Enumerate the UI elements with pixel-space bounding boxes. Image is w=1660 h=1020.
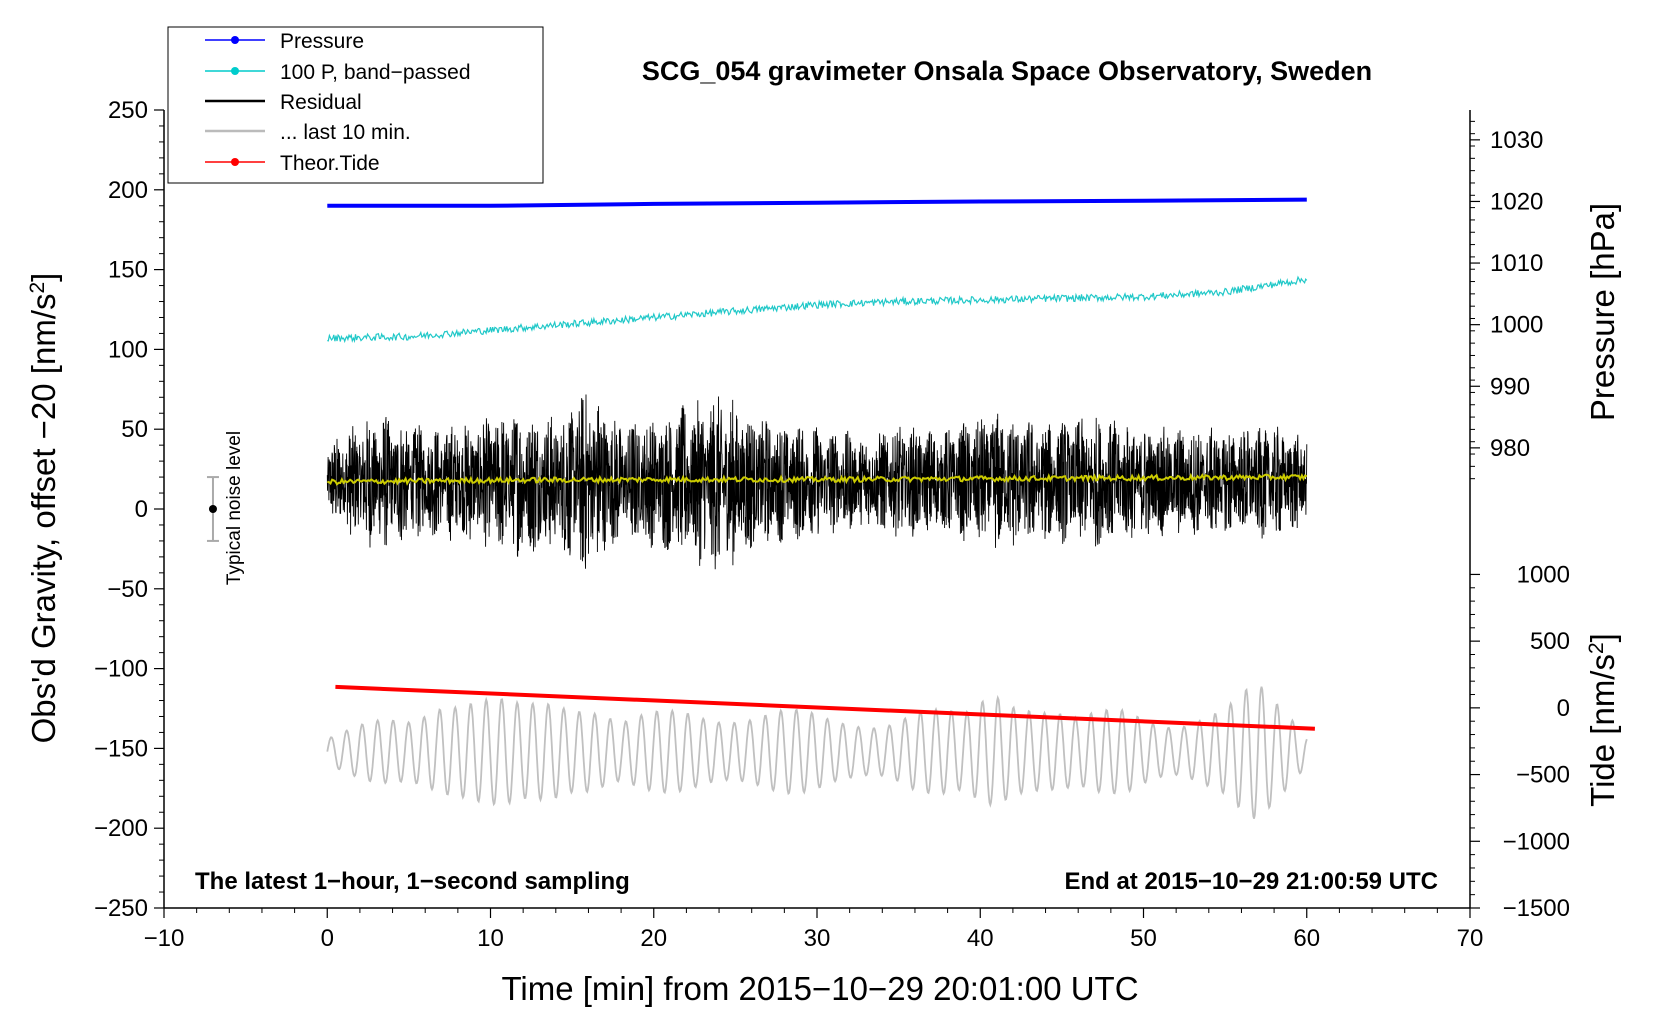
y-pressure-tick-label: 990	[1490, 373, 1530, 400]
series-theor-tide	[335, 684, 1315, 731]
legend-item-pressure: Pressure	[205, 30, 364, 53]
y-tide-tick-label: 500	[1530, 628, 1570, 655]
y-tide-tick-label: −1000	[1503, 828, 1570, 855]
legend-item-theor-tide: Theor.Tide	[205, 152, 380, 175]
y-pressure-tick-label: 1020	[1490, 188, 1543, 215]
x-tick-label: 50	[1130, 925, 1157, 952]
y-pressure-tick-label: 980	[1490, 435, 1530, 462]
y-axis-tide-title: Tide [nm/s2]	[1584, 633, 1621, 807]
y-left-tick-label: −100	[94, 656, 148, 683]
y-pressure-tick-label: 1030	[1490, 127, 1543, 154]
y-axis-pressure-title: Pressure [hPa]	[1584, 203, 1621, 421]
series-pressure	[327, 197, 1307, 208]
legend-label-theor-tide: Theor.Tide	[280, 152, 380, 175]
legend-label-pressure: Pressure	[280, 30, 364, 53]
y-left-tick-label: −50	[107, 576, 148, 603]
legend-item-residual: Residual	[205, 91, 362, 114]
end-time-note: End at 2015−10−29 21:00:59 UTC	[1064, 868, 1438, 895]
axes-layer: −10 0 10 20 30 40 50 60 70250200150100500−50−100…	[94, 97, 1570, 952]
legend-marker-theor-tide	[231, 158, 239, 166]
legend-box	[167, 26, 544, 184]
y-tide-tick-label: −1500	[1503, 895, 1570, 922]
y-left-tick-label: −250	[94, 895, 148, 922]
x-tick-label: 30	[804, 925, 831, 952]
sampling-note: The latest 1−hour, 1−second sampling	[195, 868, 630, 895]
series-layer	[206, 197, 1315, 819]
legend-label-residual: Residual	[280, 91, 362, 114]
chart-title: SCG_054 gravimeter Onsala Space Observat…	[642, 56, 1372, 86]
x-tick-label: 70	[1457, 925, 1484, 952]
y-left-tick-label: −150	[94, 735, 148, 762]
y-pressure-tick-label: 1010	[1490, 250, 1543, 277]
y-tide-tick-label: 0	[1557, 695, 1570, 722]
series-residual	[326, 394, 1308, 570]
legend-marker-pressure	[231, 36, 239, 44]
noise-level-label: Typical noise level	[224, 431, 245, 585]
y-axis-left-title: Obs'd Gravity, offset −20 [nm/s2]	[25, 273, 62, 744]
x-tick-label: 40	[967, 925, 994, 952]
series-last-10-min	[326, 686, 1308, 819]
legend-item-bandpassed: 100 P, band−passed	[205, 61, 471, 84]
y-left-tick-label: 50	[121, 416, 148, 443]
y-left-tick-label: 200	[108, 177, 148, 204]
y-tide-tick-label: 1000	[1517, 561, 1570, 588]
y-pressure-tick-label: 1000	[1490, 312, 1543, 339]
noise-bar-center	[208, 505, 217, 513]
legend-label-last-10-min: ... last 10 min.	[280, 121, 411, 144]
series-bandpassed	[327, 275, 1308, 344]
x-tick-label: −10	[144, 925, 185, 952]
x-tick-label: 60	[1293, 925, 1320, 952]
y-left-tick-label: 250	[108, 97, 148, 124]
x-tick-label: 10	[477, 925, 504, 952]
series-residual-mean	[327, 472, 1308, 486]
y-left-tick-label: 0	[135, 496, 148, 523]
y-tide-tick-label: −500	[1516, 762, 1570, 789]
x-tick-label: 20	[640, 925, 667, 952]
legend-label-bandpassed: 100 P, band−passed	[280, 61, 471, 84]
x-axis-title: Time [min] from 2015−10−29 20:01:00 UTC	[501, 970, 1138, 1007]
y-left-tick-label: 150	[108, 257, 148, 284]
legend: Pressure 100 P, band−passed Residual ...…	[167, 26, 544, 184]
y-left-tick-label: 100	[108, 336, 148, 363]
y-left-tick-label: −200	[94, 815, 148, 842]
x-tick-label: 0	[321, 925, 334, 952]
legend-marker-bandpassed	[231, 67, 239, 75]
legend-item-last-10-min: ... last 10 min.	[205, 121, 411, 144]
